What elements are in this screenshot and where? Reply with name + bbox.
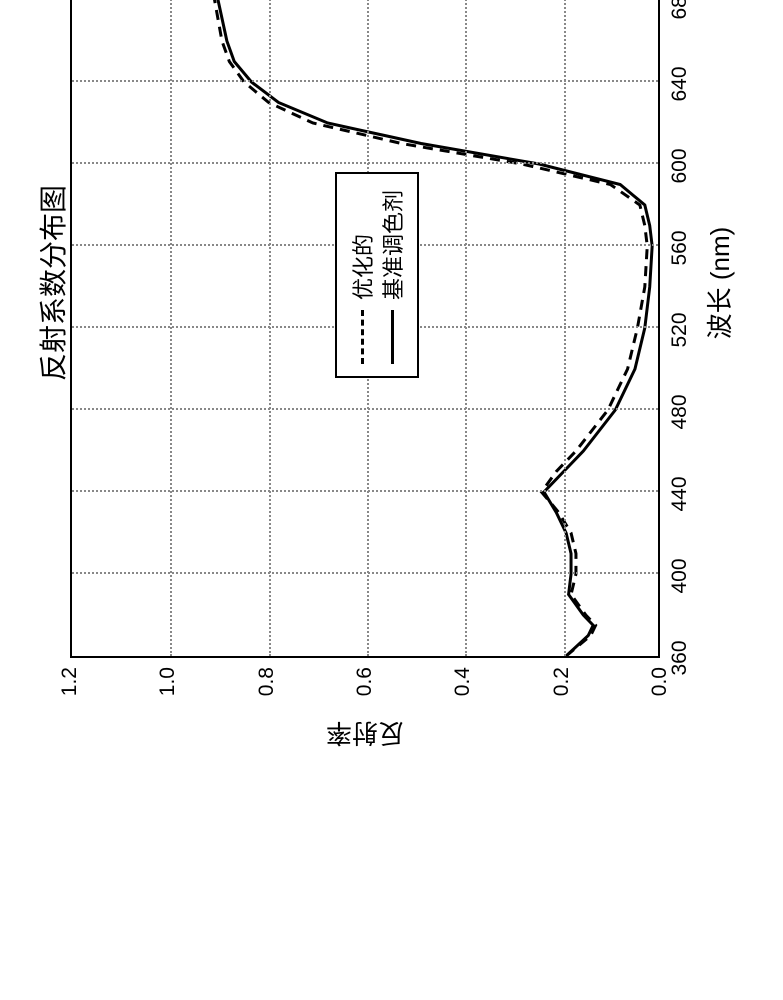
x-tick-label: 600 bbox=[668, 148, 692, 183]
y-tick-label: 1.2 bbox=[58, 667, 82, 703]
chart-inner: 反射系数分布图 反射率 波长 (nm) 36040044048052056060… bbox=[0, 0, 783, 783]
series-solid bbox=[209, 0, 652, 656]
gridline-v bbox=[72, 408, 658, 410]
gridline-h bbox=[269, 0, 271, 656]
legend-swatch-solid bbox=[391, 310, 394, 364]
x-tick-label: 680 bbox=[668, 0, 692, 20]
y-tick-label: 0.0 bbox=[648, 667, 672, 703]
legend-label: 基准调色剂 bbox=[376, 190, 408, 300]
gridline-h bbox=[170, 0, 172, 656]
legend-swatch-dashed bbox=[361, 310, 364, 364]
y-tick-label: 0.4 bbox=[451, 667, 475, 703]
x-tick-label: 480 bbox=[668, 394, 692, 429]
y-tick-label: 0.6 bbox=[353, 667, 377, 703]
y-axis-label: 反射率 bbox=[326, 716, 404, 753]
legend-row: 优化的 bbox=[347, 190, 377, 364]
gridline-v bbox=[72, 572, 658, 574]
x-tick-label: 520 bbox=[668, 312, 692, 347]
x-tick-label: 560 bbox=[668, 230, 692, 265]
chart-title: 反射系数分布图 bbox=[32, 0, 72, 783]
x-tick-label: 440 bbox=[668, 476, 692, 511]
legend-label: 优化的 bbox=[346, 234, 378, 300]
gridline-v bbox=[72, 80, 658, 82]
x-tick-label: 640 bbox=[668, 66, 692, 101]
gridline-h bbox=[564, 0, 566, 656]
chart-container: 反射系数分布图 反射率 波长 (nm) 36040044048052056060… bbox=[0, 0, 783, 783]
gridline-v bbox=[72, 162, 658, 164]
legend: 优化的基准调色剂 bbox=[335, 172, 419, 378]
y-tick-label: 0.2 bbox=[550, 667, 574, 703]
x-tick-label: 400 bbox=[668, 558, 692, 593]
legend-row: 基准调色剂 bbox=[377, 190, 407, 364]
y-tick-label: 0.8 bbox=[255, 667, 279, 703]
gridline-v bbox=[72, 490, 658, 492]
gridline-h bbox=[465, 0, 467, 656]
x-axis-label: 波长 (nm) bbox=[700, 0, 737, 783]
y-tick-label: 1.0 bbox=[156, 667, 180, 703]
